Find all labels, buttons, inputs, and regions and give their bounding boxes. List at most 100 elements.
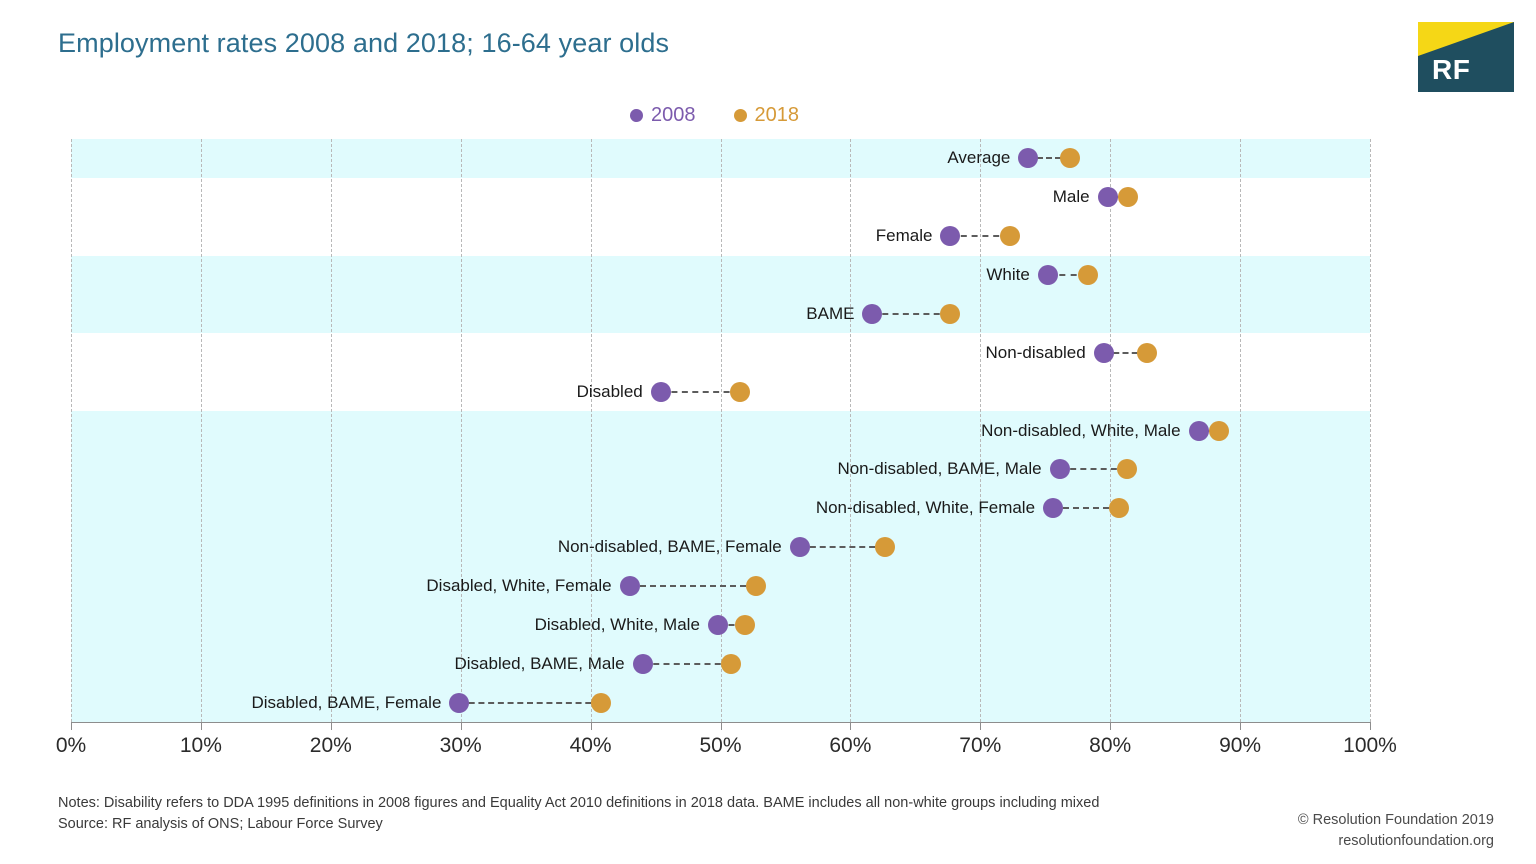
- data-row: Non-disabled, BAME, Male: [71, 455, 1370, 484]
- row-label: Non-disabled: [985, 342, 1086, 362]
- logo-text: RF: [1432, 54, 1471, 85]
- data-row: Male: [71, 183, 1370, 212]
- connector-line: [629, 584, 756, 587]
- data-point-2008: [632, 653, 653, 674]
- connector-line: [950, 235, 1011, 238]
- data-point-2008: [1037, 265, 1058, 286]
- data-point-2018: [1109, 498, 1130, 519]
- chart-legend: 2008 2018: [630, 104, 799, 127]
- row-label: Disabled, BAME, Male: [454, 653, 625, 673]
- axis-tick-50: [720, 722, 722, 730]
- data-row: Non-disabled, BAME, Female: [71, 533, 1370, 562]
- row-label: Disabled, BAME, Female: [251, 692, 442, 712]
- data-point-2018: [1059, 148, 1080, 169]
- axis-tick-label: 30%: [439, 734, 482, 757]
- axis-tick-label: 60%: [829, 734, 872, 757]
- row-label: Disabled, White, Female: [426, 575, 612, 595]
- connector-line: [459, 701, 601, 704]
- data-row: Non-disabled: [71, 338, 1370, 367]
- page-title: Employment rates 2008 and 2018; 16-64 ye…: [58, 28, 670, 58]
- axis-tick-60: [850, 722, 852, 730]
- gridline-20: [330, 139, 332, 722]
- legend-item-2018: 2018: [733, 104, 800, 127]
- data-row: White: [71, 261, 1370, 290]
- connector-line: [1053, 507, 1120, 510]
- connector-line: [1059, 468, 1128, 471]
- row-label: White: [986, 265, 1030, 285]
- data-point-2008: [862, 303, 883, 324]
- gridline-70: [980, 139, 982, 722]
- data-point-2018: [1117, 459, 1138, 480]
- gridline-30: [460, 139, 462, 722]
- connector-line: [1047, 274, 1089, 277]
- axis-tick-label: 20%: [309, 734, 352, 757]
- data-row: Disabled, White, Female: [71, 571, 1370, 600]
- data-point-2018: [590, 692, 611, 713]
- data-row: Female: [71, 222, 1370, 251]
- rf-logo: RF: [1418, 22, 1514, 92]
- row-label: Disabled, White, Male: [534, 614, 700, 634]
- connector-line: [1198, 429, 1220, 432]
- connector-line: [872, 312, 951, 315]
- gridline-80: [1110, 139, 1112, 722]
- data-point-2008: [1188, 420, 1209, 441]
- axis-tick-70: [980, 722, 982, 730]
- row-label: Male: [1052, 187, 1090, 207]
- axis-tick-30: [460, 722, 462, 730]
- legend-label: 2018: [754, 104, 800, 126]
- data-row: Disabled, BAME, Male: [71, 649, 1370, 678]
- data-point-2018: [1209, 420, 1230, 441]
- credit-line-2: resolutionfoundation.org: [1338, 833, 1494, 850]
- gridline-10: [200, 139, 202, 722]
- axis-tick-100: [1370, 722, 1371, 730]
- axis-tick-10: [200, 722, 202, 730]
- axis-tick-0: [71, 722, 72, 730]
- row-label: Non-disabled, White, Female: [815, 498, 1036, 518]
- connector-line: [660, 390, 740, 393]
- data-point-2008: [650, 381, 671, 402]
- data-point-2008: [1018, 148, 1039, 169]
- legend-item-2008: 2008: [630, 104, 696, 127]
- data-point-2018: [940, 303, 961, 324]
- row-label: Non-disabled, White, Male: [981, 420, 1181, 440]
- data-point-2018: [745, 575, 766, 596]
- data-row: Disabled: [71, 377, 1370, 406]
- data-point-2008: [707, 614, 728, 635]
- plot-area: Average Male Female White BAME Non-disabled Di…: [71, 139, 1371, 722]
- axis-tick-40: [590, 722, 592, 730]
- data-point-2008: [1043, 498, 1064, 519]
- data-row: Disabled, White, Male: [71, 610, 1370, 639]
- data-point-2008: [1049, 459, 1070, 480]
- notes-line-1: Notes: Disability refers to DDA 1995 def…: [58, 795, 1100, 811]
- axis-tick-label: 40%: [569, 734, 612, 757]
- connector-line: [642, 662, 731, 665]
- legend-label: 2008: [651, 104, 696, 126]
- data-point-2018: [729, 381, 750, 402]
- data-point-2008: [789, 537, 810, 558]
- logo-triangle-icon: [1418, 22, 1514, 56]
- data-row: Disabled, BAME, Female: [71, 688, 1370, 717]
- axis-tick-label: 80%: [1089, 734, 1132, 757]
- data-point-2018: [1136, 342, 1157, 363]
- data-point-2008: [1097, 187, 1118, 208]
- axis-tick-80: [1110, 722, 1112, 730]
- connector-line: [1103, 351, 1147, 354]
- data-point-2008: [940, 226, 961, 247]
- gridline-40: [590, 139, 592, 722]
- data-point-2018: [720, 653, 741, 674]
- data-row: Non-disabled, White, Male: [71, 416, 1370, 445]
- row-label: Female: [875, 226, 933, 246]
- data-point-2018: [1118, 187, 1139, 208]
- data-point-2008: [449, 692, 470, 713]
- row-label: Non-disabled, BAME, Female: [557, 537, 782, 557]
- connector-line: [799, 546, 886, 549]
- axis-tick-label: 10%: [179, 734, 222, 757]
- axis-tick-label: 70%: [959, 734, 1002, 757]
- data-point-2018: [1000, 226, 1021, 247]
- row-label: BAME: [806, 303, 855, 323]
- legend-dot-icon: [630, 109, 643, 122]
- gridline-60: [850, 139, 852, 722]
- data-row: Average: [71, 144, 1370, 173]
- legend-dot-icon: [733, 109, 747, 122]
